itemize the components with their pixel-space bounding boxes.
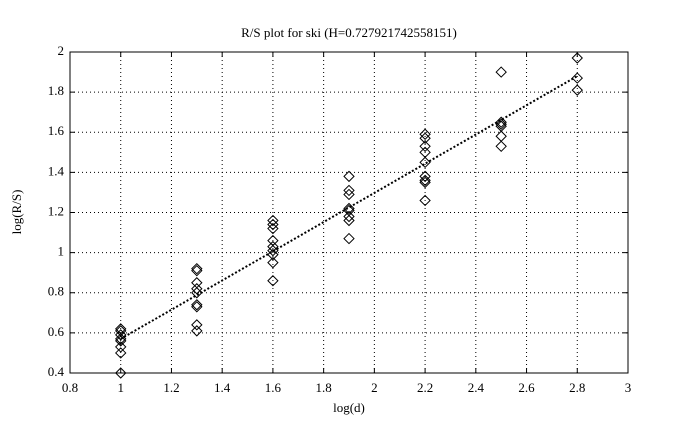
y-tick-label: 0.4 bbox=[48, 364, 65, 379]
x-tick-label: 1.6 bbox=[265, 380, 282, 395]
scatter-point bbox=[495, 118, 507, 130]
scatter-point bbox=[267, 244, 279, 257]
scatter-point bbox=[191, 283, 203, 295]
scatter-point bbox=[419, 128, 431, 140]
scatter-point bbox=[267, 256, 279, 269]
scatter-point bbox=[115, 335, 127, 347]
scatter-point bbox=[115, 329, 127, 341]
scatter-point bbox=[267, 218, 279, 231]
y-tick-label: 1.2 bbox=[48, 203, 64, 218]
scatter-point bbox=[419, 140, 431, 153]
scatter-point bbox=[267, 222, 279, 235]
y-tick-label: 1.8 bbox=[48, 83, 64, 98]
scatter-point bbox=[495, 66, 507, 78]
scatter-point bbox=[267, 214, 279, 227]
y-tick-label: 0.8 bbox=[48, 284, 64, 299]
y-tick-label: 1.6 bbox=[48, 123, 65, 138]
x-tick-label: 1.2 bbox=[163, 380, 179, 395]
scatter-point bbox=[343, 170, 355, 183]
scatter-point bbox=[571, 84, 583, 96]
scatter-point bbox=[115, 341, 127, 353]
scatter-point bbox=[419, 194, 431, 207]
y-tick-label: 1.4 bbox=[48, 163, 65, 178]
scatter-point bbox=[267, 275, 279, 287]
scatter-point bbox=[191, 299, 203, 311]
scatter-point bbox=[191, 325, 203, 337]
scatter-point bbox=[571, 52, 583, 64]
scatter-point bbox=[343, 188, 355, 201]
scatter-point bbox=[495, 130, 507, 142]
scatter-point bbox=[571, 72, 583, 84]
scatter-point bbox=[343, 214, 355, 227]
scatter-point bbox=[115, 333, 127, 345]
x-tick-label: 0.8 bbox=[62, 380, 78, 395]
scatter-point bbox=[495, 116, 507, 128]
scatter-point bbox=[191, 301, 203, 313]
x-tick-label: 2.6 bbox=[518, 380, 535, 395]
chart-title: R/S plot for ski (H=0.727921742558151) bbox=[241, 25, 457, 40]
scatter-point bbox=[419, 156, 431, 169]
x-tick-label: 3 bbox=[625, 380, 632, 395]
scatter-point bbox=[115, 347, 127, 359]
y-tick-label: 0.6 bbox=[48, 324, 65, 339]
x-axis-label: log(d) bbox=[333, 400, 365, 415]
x-tick-label: 1.4 bbox=[214, 380, 231, 395]
x-tick-label: 1.8 bbox=[316, 380, 332, 395]
scatter-point bbox=[191, 319, 203, 331]
scatter-point bbox=[343, 184, 355, 197]
scatter-point bbox=[343, 202, 355, 215]
fit-line bbox=[120, 75, 578, 340]
scatter-point bbox=[343, 232, 355, 245]
x-tick-label: 2.8 bbox=[569, 380, 585, 395]
scatter-point bbox=[267, 248, 279, 261]
x-tick-label: 1 bbox=[117, 380, 124, 395]
y-axis-label: log(R/S) bbox=[9, 190, 24, 235]
scatter-point bbox=[267, 240, 279, 253]
y-tick-label: 2 bbox=[58, 43, 65, 58]
x-tick-label: 2.2 bbox=[417, 380, 433, 395]
x-tick-label: 2 bbox=[371, 380, 378, 395]
scatter-point bbox=[191, 264, 203, 277]
scatter-point bbox=[419, 132, 431, 144]
scatter-point bbox=[419, 174, 431, 187]
plot-frame bbox=[69, 51, 629, 374]
y-tick-label: 1 bbox=[58, 244, 65, 259]
scatter-point bbox=[343, 210, 355, 223]
scatter-point bbox=[191, 277, 203, 289]
scatter-point bbox=[115, 367, 127, 379]
scatter-point bbox=[419, 170, 431, 183]
scatter-point bbox=[191, 262, 203, 275]
scatter-point bbox=[495, 140, 507, 153]
x-tick-label: 2.4 bbox=[468, 380, 485, 395]
scatter-point bbox=[419, 176, 431, 189]
scatter-point bbox=[191, 287, 203, 299]
